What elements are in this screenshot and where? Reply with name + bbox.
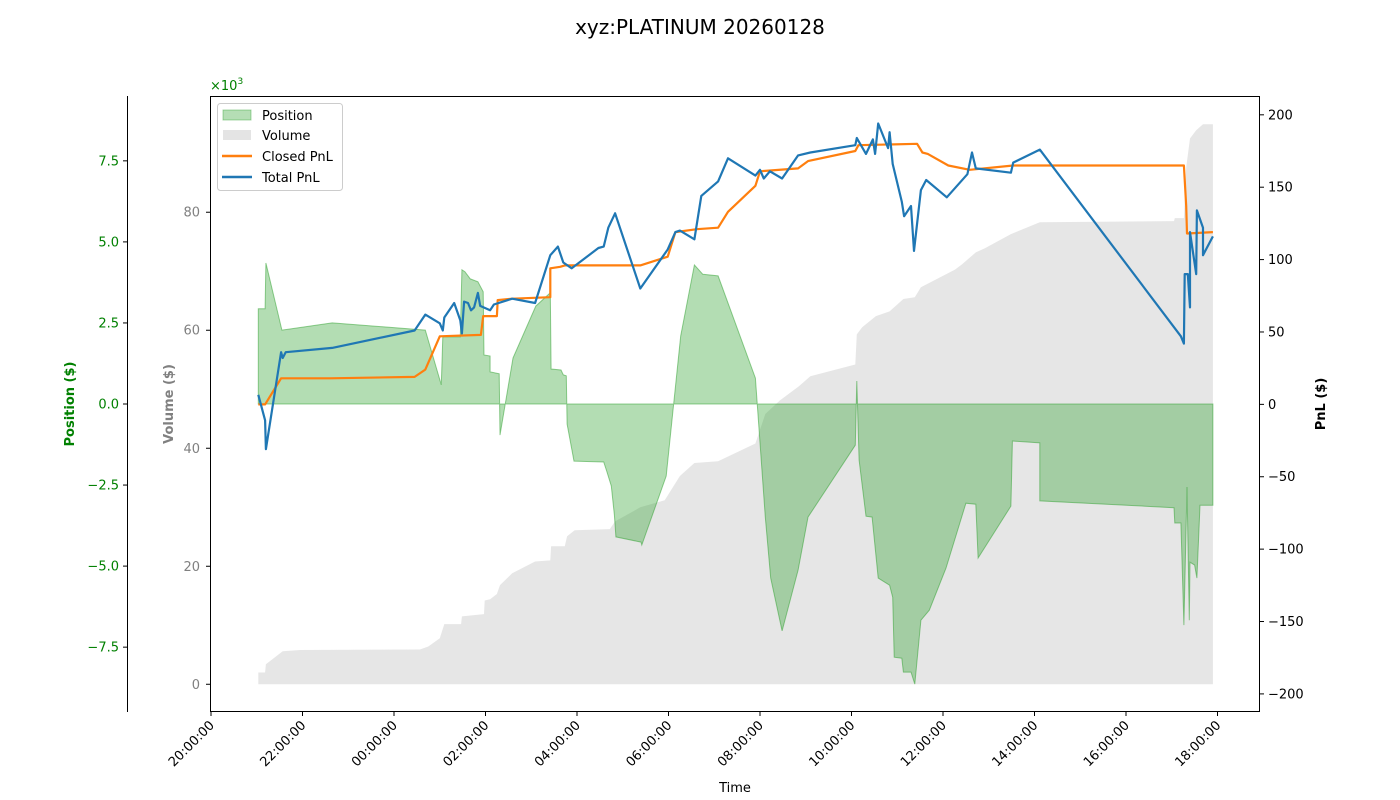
legend-swatch-volume — [223, 130, 251, 140]
position-tick-label: 0.0 — [98, 398, 119, 413]
x-tick-label: 18:00:00 — [1172, 718, 1224, 770]
total-pnl-line — [257, 122, 1214, 451]
position-area-layer — [257, 262, 1214, 685]
legend-box — [217, 103, 343, 191]
closed-pnl-line — [258, 142, 1213, 406]
pnl-tick-label: −150 — [1268, 615, 1304, 630]
position-axis-label: Position ($) — [63, 362, 78, 447]
volume-area — [258, 124, 1213, 685]
position-tick-label: 2.5 — [98, 316, 119, 331]
x-tick-label: 00:00:00 — [349, 718, 401, 770]
volume-tick-label: 20 — [183, 560, 200, 575]
legend-label-closed-pnl: Closed PnL — [262, 150, 334, 165]
pnl-axis-label: PnL ($) — [1314, 378, 1329, 431]
position-scale-note: ×103 — [210, 77, 243, 94]
pnl-tick-label: −50 — [1268, 470, 1295, 485]
x-tick-label: 08:00:00 — [715, 718, 767, 770]
position-tick-label: 5.0 — [98, 235, 119, 250]
legend-label-position: Position — [262, 109, 313, 124]
x-tick-label: 20:00:00 — [166, 718, 218, 770]
x-tick-label: 06:00:00 — [623, 718, 675, 770]
position-area — [257, 262, 1214, 685]
x-tick-label: 04:00:00 — [532, 718, 584, 770]
x-tick-label: 22:00:00 — [257, 718, 309, 770]
pnl-tick-label: −200 — [1268, 687, 1304, 702]
x-tick-label: 02:00:00 — [440, 718, 492, 770]
pnl-tick-label: 50 — [1268, 325, 1285, 340]
legend-swatch-position — [222, 109, 252, 121]
pnl-tick-label: 100 — [1268, 253, 1293, 268]
legend-label-total-pnl: Total PnL — [261, 171, 320, 186]
volume-tick-label: 60 — [183, 324, 200, 339]
position-tick-label: −5.0 — [87, 560, 119, 575]
legend: Position Volume Closed PnL Total PnL — [217, 103, 343, 191]
chart-title: xyz:PLATINUM 20260128 — [575, 15, 825, 39]
volume-area-layer — [258, 124, 1213, 685]
x-tick-label: 14:00:00 — [989, 718, 1041, 770]
position-tick-label: −7.5 — [87, 641, 119, 656]
volume-axis-label: Volume ($) — [162, 364, 177, 444]
volume-tick-label: 40 — [183, 442, 200, 457]
pnl-tick-label: 0 — [1268, 398, 1276, 413]
pnl-tick-label: 200 — [1268, 108, 1293, 123]
x-tick-label: 12:00:00 — [898, 718, 950, 770]
x-tick-label: 10:00:00 — [806, 718, 858, 770]
position-tick-label: 7.5 — [98, 154, 119, 169]
volume-tick-label: 0 — [192, 678, 200, 693]
pnl-tick-label: 150 — [1268, 181, 1293, 196]
x-tick-label: 16:00:00 — [1081, 718, 1133, 770]
x-axis-label: Time — [718, 781, 751, 796]
legend-label-volume: Volume — [262, 129, 310, 144]
pnl-tick-label: −100 — [1268, 543, 1304, 558]
pnl-lines-layer — [257, 122, 1214, 451]
volume-tick-label: 80 — [183, 206, 200, 221]
position-tick-label: −2.5 — [87, 479, 119, 494]
